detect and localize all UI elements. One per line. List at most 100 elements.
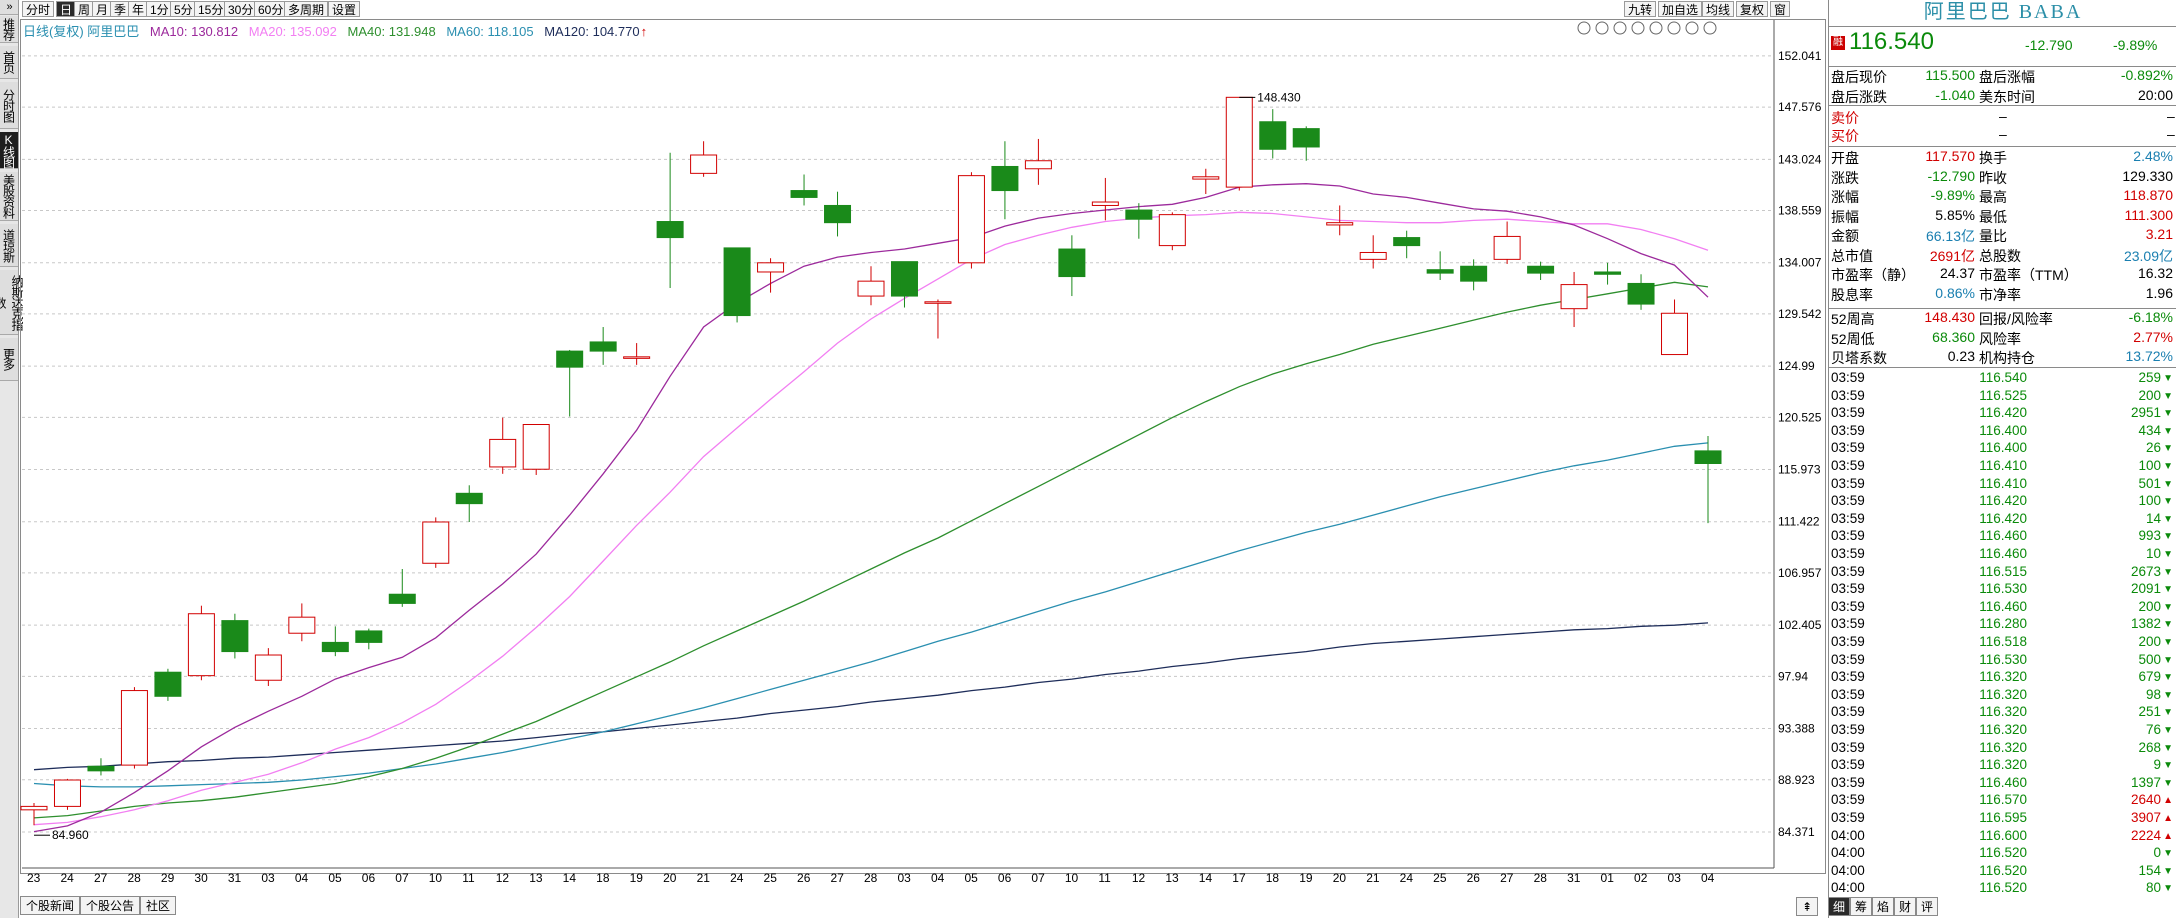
- candle[interactable]: [757, 258, 785, 293]
- tool-button-4[interactable]: 窗: [1770, 1, 1791, 17]
- candle[interactable]: [690, 141, 718, 177]
- tick-price: 116.595: [1979, 810, 2027, 825]
- zoom-icon[interactable]: [1613, 21, 1627, 35]
- tool-button-0[interactable]: 九转: [1624, 1, 1657, 17]
- period-tab-8[interactable]: 15分: [194, 1, 228, 17]
- candle[interactable]: [623, 343, 651, 365]
- candle[interactable]: [1225, 96, 1253, 191]
- x-tick-label: 20: [1333, 871, 1347, 885]
- collapse-arrow-icon[interactable]: »: [0, 0, 18, 15]
- candle[interactable]: [991, 141, 1019, 220]
- quote-tab-1[interactable]: 筹: [1850, 897, 1872, 916]
- candle[interactable]: [1694, 435, 1722, 524]
- candle[interactable]: [355, 628, 383, 650]
- period-tab-11[interactable]: 多周期: [284, 1, 329, 17]
- candle[interactable]: [1460, 259, 1488, 291]
- ma120-line: [33, 622, 1709, 771]
- candle[interactable]: [288, 603, 316, 642]
- candle[interactable]: [422, 517, 450, 568]
- candle[interactable]: [522, 424, 550, 475]
- candle[interactable]: [1158, 212, 1186, 251]
- candle[interactable]: [1326, 205, 1354, 236]
- tick-volume: 98: [2145, 686, 2161, 702]
- candle[interactable]: [1627, 274, 1655, 310]
- lock-icon[interactable]: [1649, 21, 1663, 35]
- candle[interactable]: [87, 758, 115, 776]
- candle[interactable]: [187, 605, 215, 681]
- period-tab-3[interactable]: 月: [92, 1, 113, 17]
- left-nav-item-4[interactable]: 美股资料: [0, 172, 18, 221]
- candle[interactable]: [1292, 126, 1320, 161]
- candle[interactable]: [20, 802, 48, 826]
- candle[interactable]: [53, 778, 81, 810]
- candle-body: [489, 438, 517, 468]
- period-tab-7[interactable]: 5分: [170, 1, 197, 17]
- candle[interactable]: [254, 648, 282, 686]
- quote-tab-3[interactable]: 财: [1894, 897, 1916, 916]
- candle[interactable]: [1393, 230, 1421, 259]
- candle[interactable]: [489, 417, 517, 474]
- left-nav-item-1[interactable]: 首页: [0, 46, 18, 79]
- candle[interactable]: [120, 687, 148, 769]
- candle[interactable]: [924, 299, 952, 339]
- zoom-icon[interactable]: [1631, 21, 1645, 35]
- tool-button-1[interactable]: 加自选: [1658, 1, 1703, 17]
- candle[interactable]: [890, 261, 918, 308]
- x-tick-label: 07: [1031, 871, 1045, 885]
- period-tab-10[interactable]: 60分: [254, 1, 288, 17]
- candle[interactable]: [556, 349, 584, 417]
- period-tab-0[interactable]: 分时: [22, 1, 55, 17]
- candle[interactable]: [455, 485, 483, 522]
- eye-icon[interactable]: [1577, 21, 1591, 35]
- tool-button-3[interactable]: 复权: [1736, 1, 1769, 17]
- candle[interactable]: [824, 191, 852, 237]
- candle[interactable]: [1426, 251, 1454, 281]
- period-tab-2[interactable]: 周: [74, 1, 95, 17]
- tool-button-2[interactable]: 均线: [1702, 1, 1735, 17]
- candle[interactable]: [857, 266, 885, 306]
- candle[interactable]: [1192, 168, 1220, 194]
- left-nav-item-7[interactable]: 更多: [0, 338, 18, 381]
- up-icon[interactable]: [1667, 21, 1681, 35]
- candle[interactable]: [957, 172, 985, 269]
- candle[interactable]: [656, 152, 684, 289]
- hand-icon[interactable]: [1595, 21, 1609, 35]
- candle[interactable]: [1560, 271, 1588, 328]
- prev-icon[interactable]: [1685, 21, 1699, 35]
- period-tab-9[interactable]: 30分: [224, 1, 258, 17]
- quote-tab-0[interactable]: 细: [1828, 897, 1850, 916]
- candle[interactable]: [221, 613, 249, 659]
- period-tab-5[interactable]: 年: [128, 1, 149, 17]
- quote-tab-4[interactable]: 评: [1916, 897, 1938, 916]
- quote-tab-2[interactable]: 焰: [1872, 897, 1894, 916]
- left-nav-item-5[interactable]: 道琼斯: [0, 224, 18, 267]
- candle[interactable]: [1527, 261, 1555, 281]
- candle[interactable]: [723, 247, 751, 323]
- left-nav-item-0[interactable]: 推荐: [0, 16, 18, 43]
- candle[interactable]: [1091, 177, 1119, 221]
- bottom-tab-0[interactable]: 个股新闻: [20, 896, 81, 915]
- candle[interactable]: [321, 626, 349, 657]
- next-icon[interactable]: [1703, 21, 1717, 35]
- candle[interactable]: [1594, 262, 1622, 285]
- bottom-tab-2[interactable]: 社区: [140, 896, 177, 915]
- candle[interactable]: [1259, 109, 1287, 159]
- tick-row: 03:59 116.530 2091 ▼: [1831, 581, 2175, 599]
- candle[interactable]: [1125, 203, 1153, 239]
- period-tab-4[interactable]: 季: [110, 1, 131, 17]
- candle[interactable]: [1661, 299, 1689, 356]
- candle[interactable]: [1493, 221, 1521, 264]
- candle[interactable]: [1024, 138, 1052, 185]
- candle[interactable]: [1058, 235, 1086, 297]
- period-tab-12[interactable]: 设置: [328, 1, 361, 17]
- candle[interactable]: [589, 327, 617, 365]
- left-nav-item-3[interactable]: K线图: [0, 132, 18, 169]
- expand-icon[interactable]: ⇞: [1796, 897, 1818, 916]
- left-nav-item-2[interactable]: 分时图: [0, 82, 18, 129]
- bottom-tab-1[interactable]: 个股公告: [80, 896, 141, 915]
- candle[interactable]: [790, 174, 818, 206]
- candle[interactable]: [388, 569, 416, 607]
- candle[interactable]: [154, 668, 182, 701]
- candle[interactable]: [1359, 235, 1387, 269]
